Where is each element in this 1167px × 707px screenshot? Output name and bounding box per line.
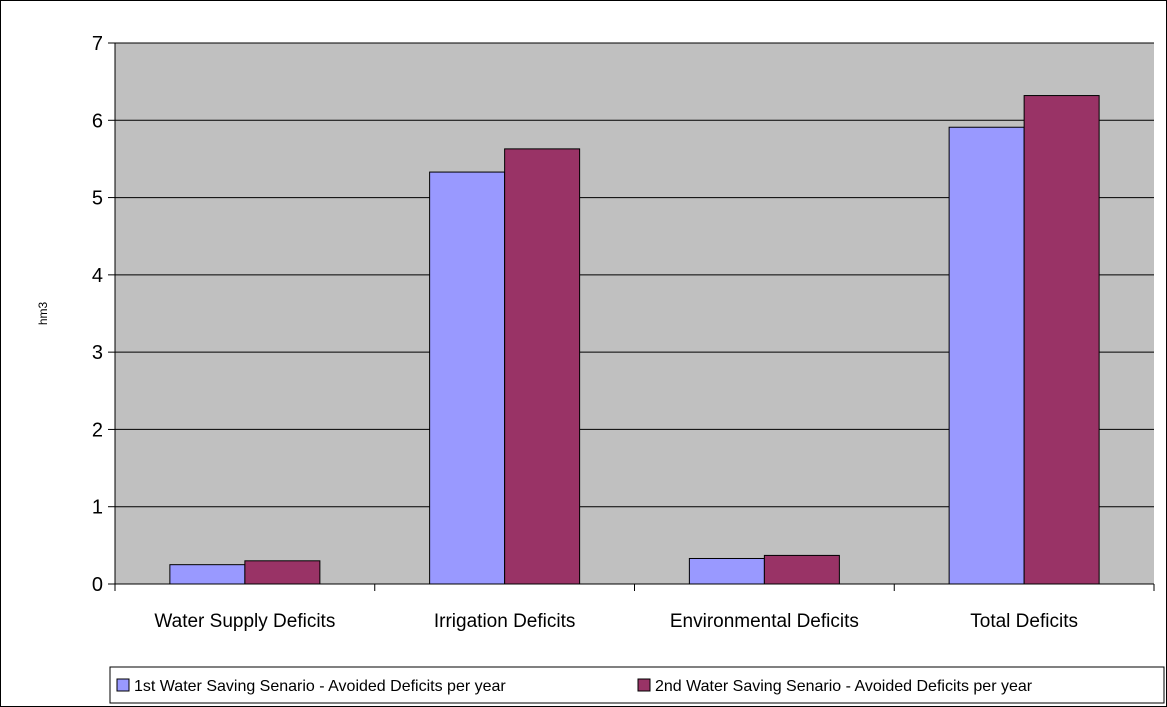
bar-2-environmental-deficits bbox=[763, 554, 840, 585]
x-category-labels: Water Supply Deficits Irrigation Deficits… bbox=[154, 611, 1078, 632]
legend-label: 2nd Water Saving Senario - Avoided Defic… bbox=[655, 678, 1033, 695]
bar-1-water-supply-deficits bbox=[169, 564, 246, 585]
y-tick-label: 4 bbox=[92, 265, 103, 287]
y-tick-label: 6 bbox=[92, 110, 103, 132]
axes bbox=[108, 42, 1155, 591]
bar-2-water-supply-deficits bbox=[244, 560, 321, 585]
legend-swatch bbox=[116, 678, 130, 692]
bars bbox=[169, 95, 1100, 585]
bar-1-total-deficits bbox=[948, 126, 1025, 585]
y-tick-label: 1 bbox=[92, 497, 103, 519]
bar-2-total-deficits bbox=[1023, 95, 1100, 585]
y-tick-label: 3 bbox=[92, 342, 103, 364]
y-tick-label: 2 bbox=[92, 419, 103, 441]
x-category-label: Water Supply Deficits bbox=[154, 611, 335, 632]
legend-box bbox=[109, 666, 1165, 704]
x-category-label: Irrigation Deficits bbox=[434, 611, 576, 632]
legend-swatch bbox=[637, 678, 651, 692]
y-axis-title: hm3 bbox=[36, 302, 50, 326]
y-tick-label: 5 bbox=[92, 188, 103, 210]
bar-2-irrigation-deficits bbox=[504, 148, 581, 585]
x-category-label: Total Deficits bbox=[970, 611, 1078, 632]
legend: 1st Water Saving Senario - Avoided Defic… bbox=[109, 666, 1165, 704]
bar-1-irrigation-deficits bbox=[429, 171, 506, 585]
y-tick-label: 7 bbox=[92, 33, 103, 55]
legend-label: 1st Water Saving Senario - Avoided Defic… bbox=[134, 678, 506, 695]
x-category-label: Environmental Deficits bbox=[670, 611, 859, 632]
bar-1-environmental-deficits bbox=[688, 557, 765, 585]
y-tick-labels: 0 1 2 3 4 5 6 7 bbox=[92, 33, 103, 596]
y-tick-label: 0 bbox=[92, 574, 103, 596]
